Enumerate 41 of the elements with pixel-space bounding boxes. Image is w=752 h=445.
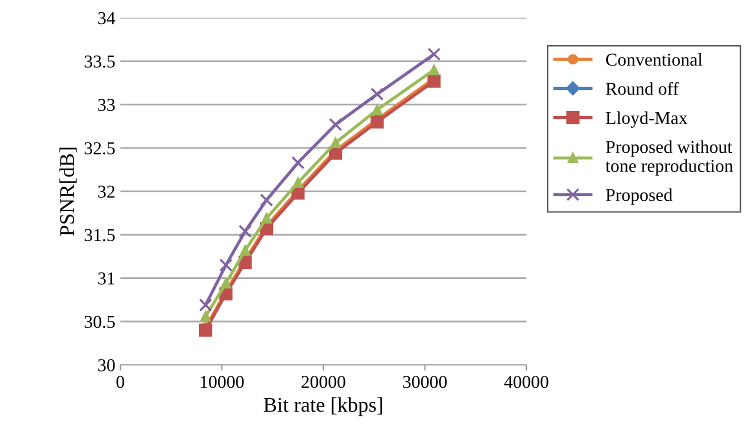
point <box>427 74 441 88</box>
point <box>292 177 304 188</box>
point <box>219 258 232 272</box>
point <box>428 64 440 76</box>
legend-label: Proposed without tone reproduction <box>606 140 733 176</box>
point <box>198 298 212 312</box>
point <box>427 48 441 61</box>
point <box>220 278 232 289</box>
legend-label: Lloyd-Max <box>606 111 688 128</box>
x-tick-label: 30000 <box>403 376 447 388</box>
point <box>328 118 342 132</box>
y-tick-label: 30 <box>98 359 115 372</box>
y-tick-label: 34 <box>98 12 116 24</box>
legend-label: Proposed <box>606 188 672 205</box>
point <box>198 324 212 337</box>
x-axis-title: Bit rate [kbps] <box>264 397 382 416</box>
x-tick-label: 40000 <box>504 376 548 388</box>
x-tick-label: 0 <box>116 376 124 388</box>
y-tick-label: 32 <box>98 186 114 198</box>
y-tick-label: 31 <box>98 272 114 285</box>
y-tick-label: 33 <box>98 98 115 112</box>
point <box>260 193 274 207</box>
y-tick-label: 33.5 <box>84 55 115 68</box>
y-axis-title: PSNR[dB] <box>59 148 77 236</box>
legend-label: Conventional <box>606 53 702 66</box>
legend-label: Round off <box>606 82 679 95</box>
point <box>200 311 211 322</box>
point <box>240 245 250 256</box>
y-tick-label: 31.5 <box>84 229 115 242</box>
point <box>372 104 382 115</box>
point <box>238 256 252 270</box>
y-tick-label: 32.5 <box>84 142 115 154</box>
y-tick-label: 30.5 <box>84 316 115 328</box>
point <box>291 156 305 170</box>
x-tick-label: 10000 <box>200 376 244 388</box>
x-tick-label: 20000 <box>302 376 346 388</box>
point <box>330 138 341 148</box>
point <box>238 224 252 238</box>
point <box>261 213 272 224</box>
point <box>370 88 384 101</box>
point <box>370 115 384 129</box>
